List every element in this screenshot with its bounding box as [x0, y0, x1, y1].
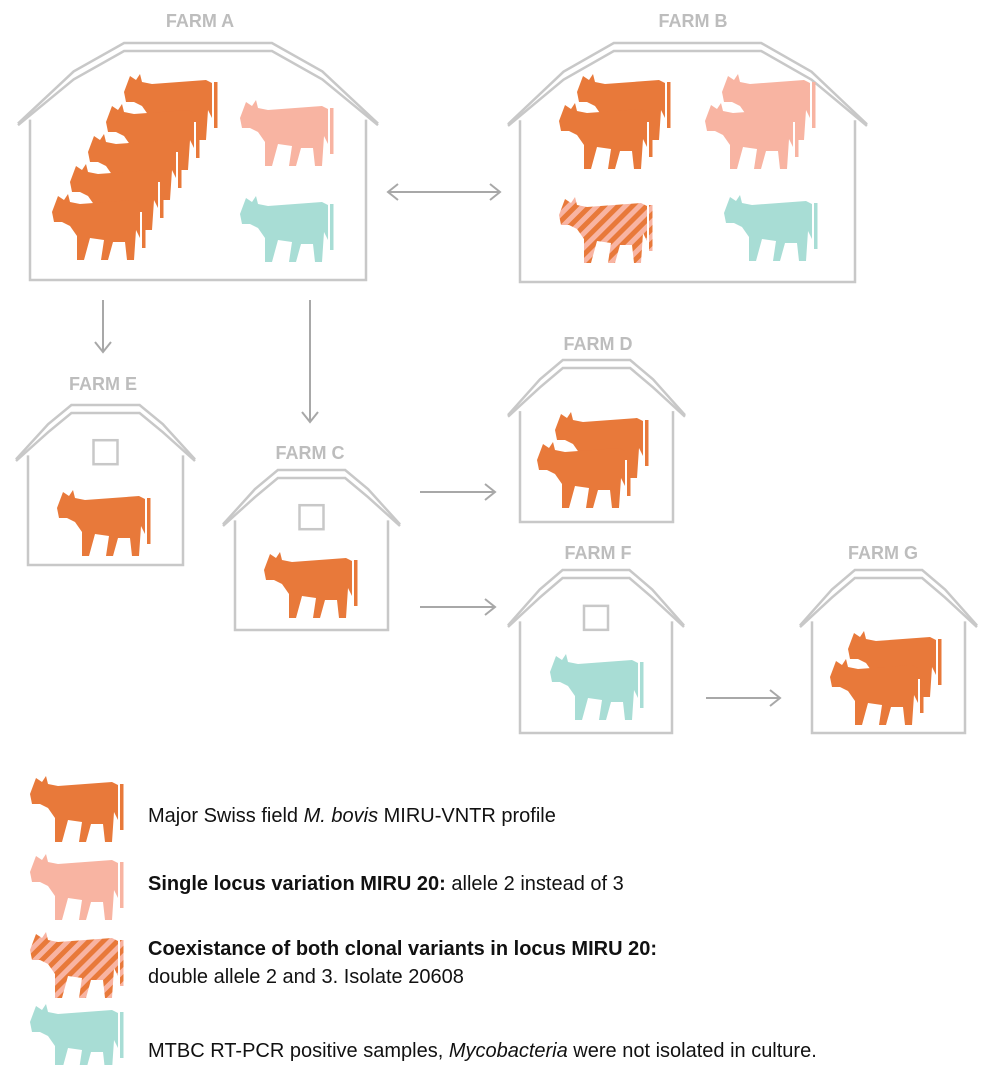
barn — [16, 405, 195, 565]
arrow — [420, 599, 495, 615]
page: {"farms": [ {"label": "FARM A"}, {"label… — [0, 0, 983, 1065]
cow-body — [30, 854, 118, 920]
legend-text: double allele 2 and 3. Isolate 20608 — [148, 966, 464, 988]
arrow — [302, 300, 318, 422]
cow-tail — [196, 112, 200, 158]
cow — [559, 103, 653, 169]
cow — [30, 854, 124, 920]
cow-body — [550, 654, 638, 720]
cow-tail — [120, 1012, 124, 1058]
cow-body — [830, 659, 918, 725]
arrow — [706, 690, 780, 706]
cow-body — [559, 103, 647, 169]
legend-text: Coexistance of both clonal variants in l… — [148, 938, 657, 960]
legend-part: Major Swiss field — [148, 805, 304, 827]
cow — [705, 103, 799, 169]
cow-tail — [812, 82, 816, 128]
cow-tail — [330, 204, 334, 250]
arrow — [420, 484, 495, 500]
farm-label: FARM G — [848, 543, 918, 563]
cow-tail — [649, 111, 653, 157]
cow-tail — [795, 111, 799, 157]
cow-body — [57, 490, 145, 556]
legend-part: were not isolated in culture. — [568, 1040, 817, 1062]
cow-tail — [938, 639, 942, 685]
barn — [18, 43, 378, 280]
cow-body — [724, 195, 812, 261]
cow-body — [705, 103, 793, 169]
cow-body — [30, 1004, 118, 1065]
cow — [52, 194, 146, 260]
barn — [508, 570, 684, 733]
cow-tail — [920, 667, 924, 713]
cow — [240, 196, 334, 262]
cow — [830, 659, 924, 725]
farm-label: FARM F — [565, 543, 632, 563]
cow — [240, 100, 334, 166]
cow-body — [264, 552, 352, 618]
cow — [30, 932, 124, 998]
cow-tail — [667, 82, 671, 128]
cow-body — [559, 197, 647, 263]
farm-label: FARM C — [276, 443, 345, 463]
cow-tail — [178, 142, 182, 188]
barn-roof — [223, 478, 400, 526]
cow — [559, 197, 653, 263]
cow-tail — [330, 108, 334, 154]
legend-part: Mycobacteria — [449, 1040, 568, 1062]
cow-body — [240, 196, 328, 262]
legend-part: allele 2 instead of 3 — [446, 873, 624, 895]
cow — [264, 552, 358, 618]
legend-text: MTBC RT-PCR positive samples, Mycobacter… — [148, 1040, 817, 1062]
legend-text: Major Swiss field M. bovis MIRU-VNTR pro… — [148, 805, 556, 827]
cow-tail — [120, 862, 124, 908]
cow — [30, 776, 124, 842]
barn-window — [300, 505, 324, 529]
legend-part: MIRU-VNTR profile — [378, 805, 556, 827]
arrow — [95, 300, 111, 352]
cow — [724, 195, 818, 261]
diagram: FARM A FARM B FARM E FARM C FARM D FARM … — [0, 0, 983, 1065]
farm-label: FARM D — [564, 334, 633, 354]
cows — [30, 74, 942, 1065]
cow — [57, 490, 151, 556]
barn-window — [584, 606, 608, 630]
cow-tail — [142, 202, 146, 248]
legend-part: M. bovis — [304, 805, 378, 827]
legend-text: Single locus variation MIRU 20: allele 2… — [148, 873, 624, 895]
arrow — [388, 184, 500, 200]
barn-roof — [508, 368, 685, 417]
cow-tail — [120, 940, 124, 986]
barn-roof — [16, 413, 195, 461]
cow-body — [537, 442, 625, 508]
farm-label: FARM A — [166, 11, 234, 31]
farm-label: FARM B — [659, 11, 728, 31]
cow-body — [30, 776, 118, 842]
cow-body — [30, 932, 118, 998]
cow-tail — [120, 784, 124, 830]
barn — [223, 470, 400, 630]
cow — [30, 1004, 124, 1065]
barn-roof — [800, 578, 977, 627]
barn — [508, 43, 867, 282]
cow-tail — [640, 662, 644, 708]
cow-body — [52, 194, 140, 260]
legend-part: Single locus variation MIRU 20: — [148, 873, 446, 895]
cow-tail — [627, 450, 631, 496]
cow-tail — [214, 82, 218, 128]
cow — [537, 442, 631, 508]
cow-tail — [160, 172, 164, 218]
legend-part: MTBC RT-PCR positive samples, — [148, 1040, 449, 1062]
cow — [550, 654, 644, 720]
cow-tail — [649, 205, 653, 251]
cow-tail — [354, 560, 358, 606]
cow-body — [240, 100, 328, 166]
cow-tail — [814, 203, 818, 249]
barn-window — [94, 440, 118, 464]
farm-label: FARM E — [69, 374, 137, 394]
cow-tail — [147, 498, 151, 544]
cow-tail — [645, 420, 649, 466]
barn-roof — [508, 578, 684, 627]
arrows — [95, 184, 780, 706]
